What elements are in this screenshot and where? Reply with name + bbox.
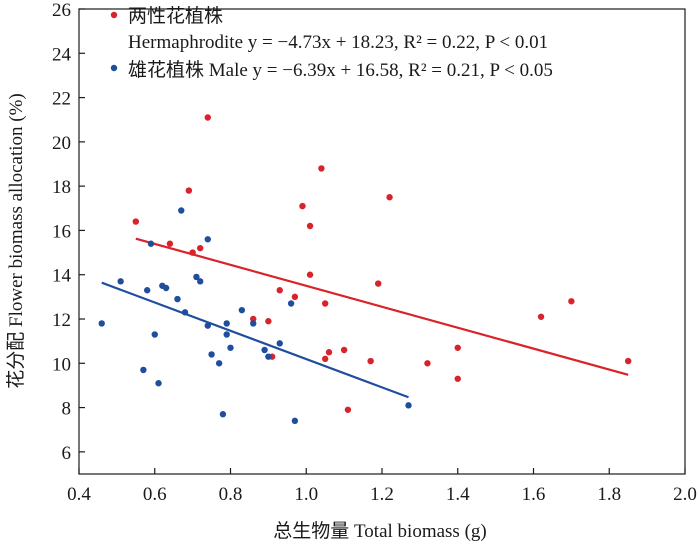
y-tick-label: 16 bbox=[52, 221, 71, 242]
x-tick-label: 0.8 bbox=[219, 484, 243, 505]
point-hermaphrodite bbox=[306, 271, 314, 278]
point-hermaphrodite bbox=[454, 375, 461, 382]
point-hermaphrodite bbox=[624, 357, 632, 365]
x-axis-title: 总生物量 Total biomass (g) bbox=[273, 520, 486, 542]
x-tick-label: 1.6 bbox=[522, 484, 546, 505]
point-male bbox=[151, 331, 158, 338]
point-male bbox=[147, 240, 155, 247]
point-hermaphrodite bbox=[537, 313, 545, 320]
fit-line-hermaphrodite bbox=[135, 237, 629, 376]
fit-line-male bbox=[101, 281, 409, 399]
point-male bbox=[181, 309, 189, 316]
legend-marker-hermaphrodite bbox=[110, 11, 118, 19]
point-male bbox=[261, 346, 268, 354]
point-male bbox=[117, 278, 124, 285]
point-hermaphrodite bbox=[321, 355, 329, 363]
point-hermaphrodite bbox=[276, 287, 283, 294]
x-tick-label: 0.4 bbox=[67, 484, 91, 505]
x-tick-label: 2.0 bbox=[673, 484, 697, 505]
point-hermaphrodite bbox=[166, 240, 174, 247]
point-hermaphrodite bbox=[454, 344, 461, 351]
point-male bbox=[223, 320, 230, 327]
point-hermaphrodite bbox=[386, 194, 393, 201]
point-hermaphrodite bbox=[318, 165, 325, 172]
point-male bbox=[208, 351, 215, 358]
point-male bbox=[193, 273, 200, 281]
plot-frame bbox=[78, 8, 686, 475]
point-male bbox=[219, 411, 227, 418]
point-male bbox=[197, 278, 204, 285]
y-axis-title: 花分配 Flower biomass allocation (%) bbox=[5, 93, 27, 389]
point-male bbox=[178, 207, 185, 214]
point-male bbox=[174, 295, 181, 303]
point-hermaphrodite bbox=[367, 357, 374, 365]
point-male bbox=[162, 284, 170, 292]
point-male bbox=[143, 287, 151, 294]
y-tick-label: 20 bbox=[52, 133, 71, 154]
point-male bbox=[265, 353, 272, 360]
point-male bbox=[287, 300, 295, 307]
point-hermaphrodite bbox=[424, 360, 431, 367]
point-hermaphrodite bbox=[340, 346, 348, 354]
y-tick-label: 18 bbox=[52, 177, 71, 198]
x-tick-label: 1.2 bbox=[370, 484, 394, 505]
point-hermaphrodite bbox=[325, 349, 333, 356]
point-hermaphrodite bbox=[375, 280, 382, 287]
point-male bbox=[140, 366, 147, 374]
x-tick-label: 0.6 bbox=[143, 484, 167, 505]
point-hermaphrodite bbox=[250, 315, 257, 323]
data-points bbox=[98, 114, 632, 425]
y-tick-label: 10 bbox=[52, 354, 71, 375]
legend-label-male-eq: 雄花植株 Male y = −6.39x + 16.58, R² = 0.21,… bbox=[128, 59, 553, 81]
y-axis-ticks: 6 8 10 12 14 16 18 20 22 24 26 bbox=[52, 0, 85, 464]
point-hermaphrodite bbox=[321, 300, 329, 307]
point-hermaphrodite bbox=[306, 222, 314, 230]
legend-marker-male bbox=[110, 64, 118, 72]
point-male bbox=[405, 402, 412, 409]
regression-lines bbox=[101, 237, 629, 399]
point-male bbox=[250, 320, 257, 327]
y-tick-label: 12 bbox=[52, 310, 71, 331]
point-male bbox=[238, 306, 246, 314]
point-male bbox=[204, 236, 211, 243]
point-male bbox=[215, 360, 223, 367]
point-male bbox=[155, 380, 162, 387]
point-male bbox=[223, 331, 230, 338]
legend-label-hermaphrodite-eq: Hermaphrodite y = −4.73x + 18.23, R² = 0… bbox=[128, 32, 548, 53]
point-male bbox=[276, 340, 283, 347]
x-tick-label: 1.0 bbox=[294, 484, 318, 505]
point-male bbox=[98, 320, 105, 327]
y-tick-label: 6 bbox=[62, 443, 72, 464]
x-tick-label: 1.4 bbox=[446, 484, 470, 505]
legend-label-hermaphrodite-cn: 两性花植株 bbox=[128, 5, 223, 27]
point-hermaphrodite bbox=[132, 218, 140, 225]
x-tick-label: 1.8 bbox=[597, 484, 621, 505]
point-hermaphrodite bbox=[265, 318, 272, 325]
y-tick-label: 26 bbox=[52, 0, 71, 21]
legend: 两性花植株 Hermaphrodite y = −4.73x + 18.23, … bbox=[110, 5, 553, 81]
point-male bbox=[291, 417, 299, 425]
point-hermaphrodite bbox=[299, 202, 306, 210]
point-male bbox=[204, 322, 211, 329]
point-hermaphrodite bbox=[189, 249, 196, 256]
y-tick-label: 22 bbox=[52, 89, 71, 110]
y-tick-label: 24 bbox=[52, 44, 72, 65]
point-hermaphrodite bbox=[568, 298, 575, 305]
y-tick-label: 14 bbox=[52, 266, 72, 287]
point-hermaphrodite bbox=[185, 187, 193, 194]
point-hermaphrodite bbox=[291, 293, 299, 301]
y-tick-label: 8 bbox=[62, 399, 72, 420]
point-hermaphrodite bbox=[197, 244, 204, 252]
point-male bbox=[227, 344, 234, 351]
point-hermaphrodite bbox=[344, 406, 352, 413]
x-axis-ticks: 0.4 0.6 0.8 1.0 1.2 1.4 1.6 1.8 2.0 bbox=[67, 468, 697, 505]
point-hermaphrodite bbox=[204, 114, 211, 121]
